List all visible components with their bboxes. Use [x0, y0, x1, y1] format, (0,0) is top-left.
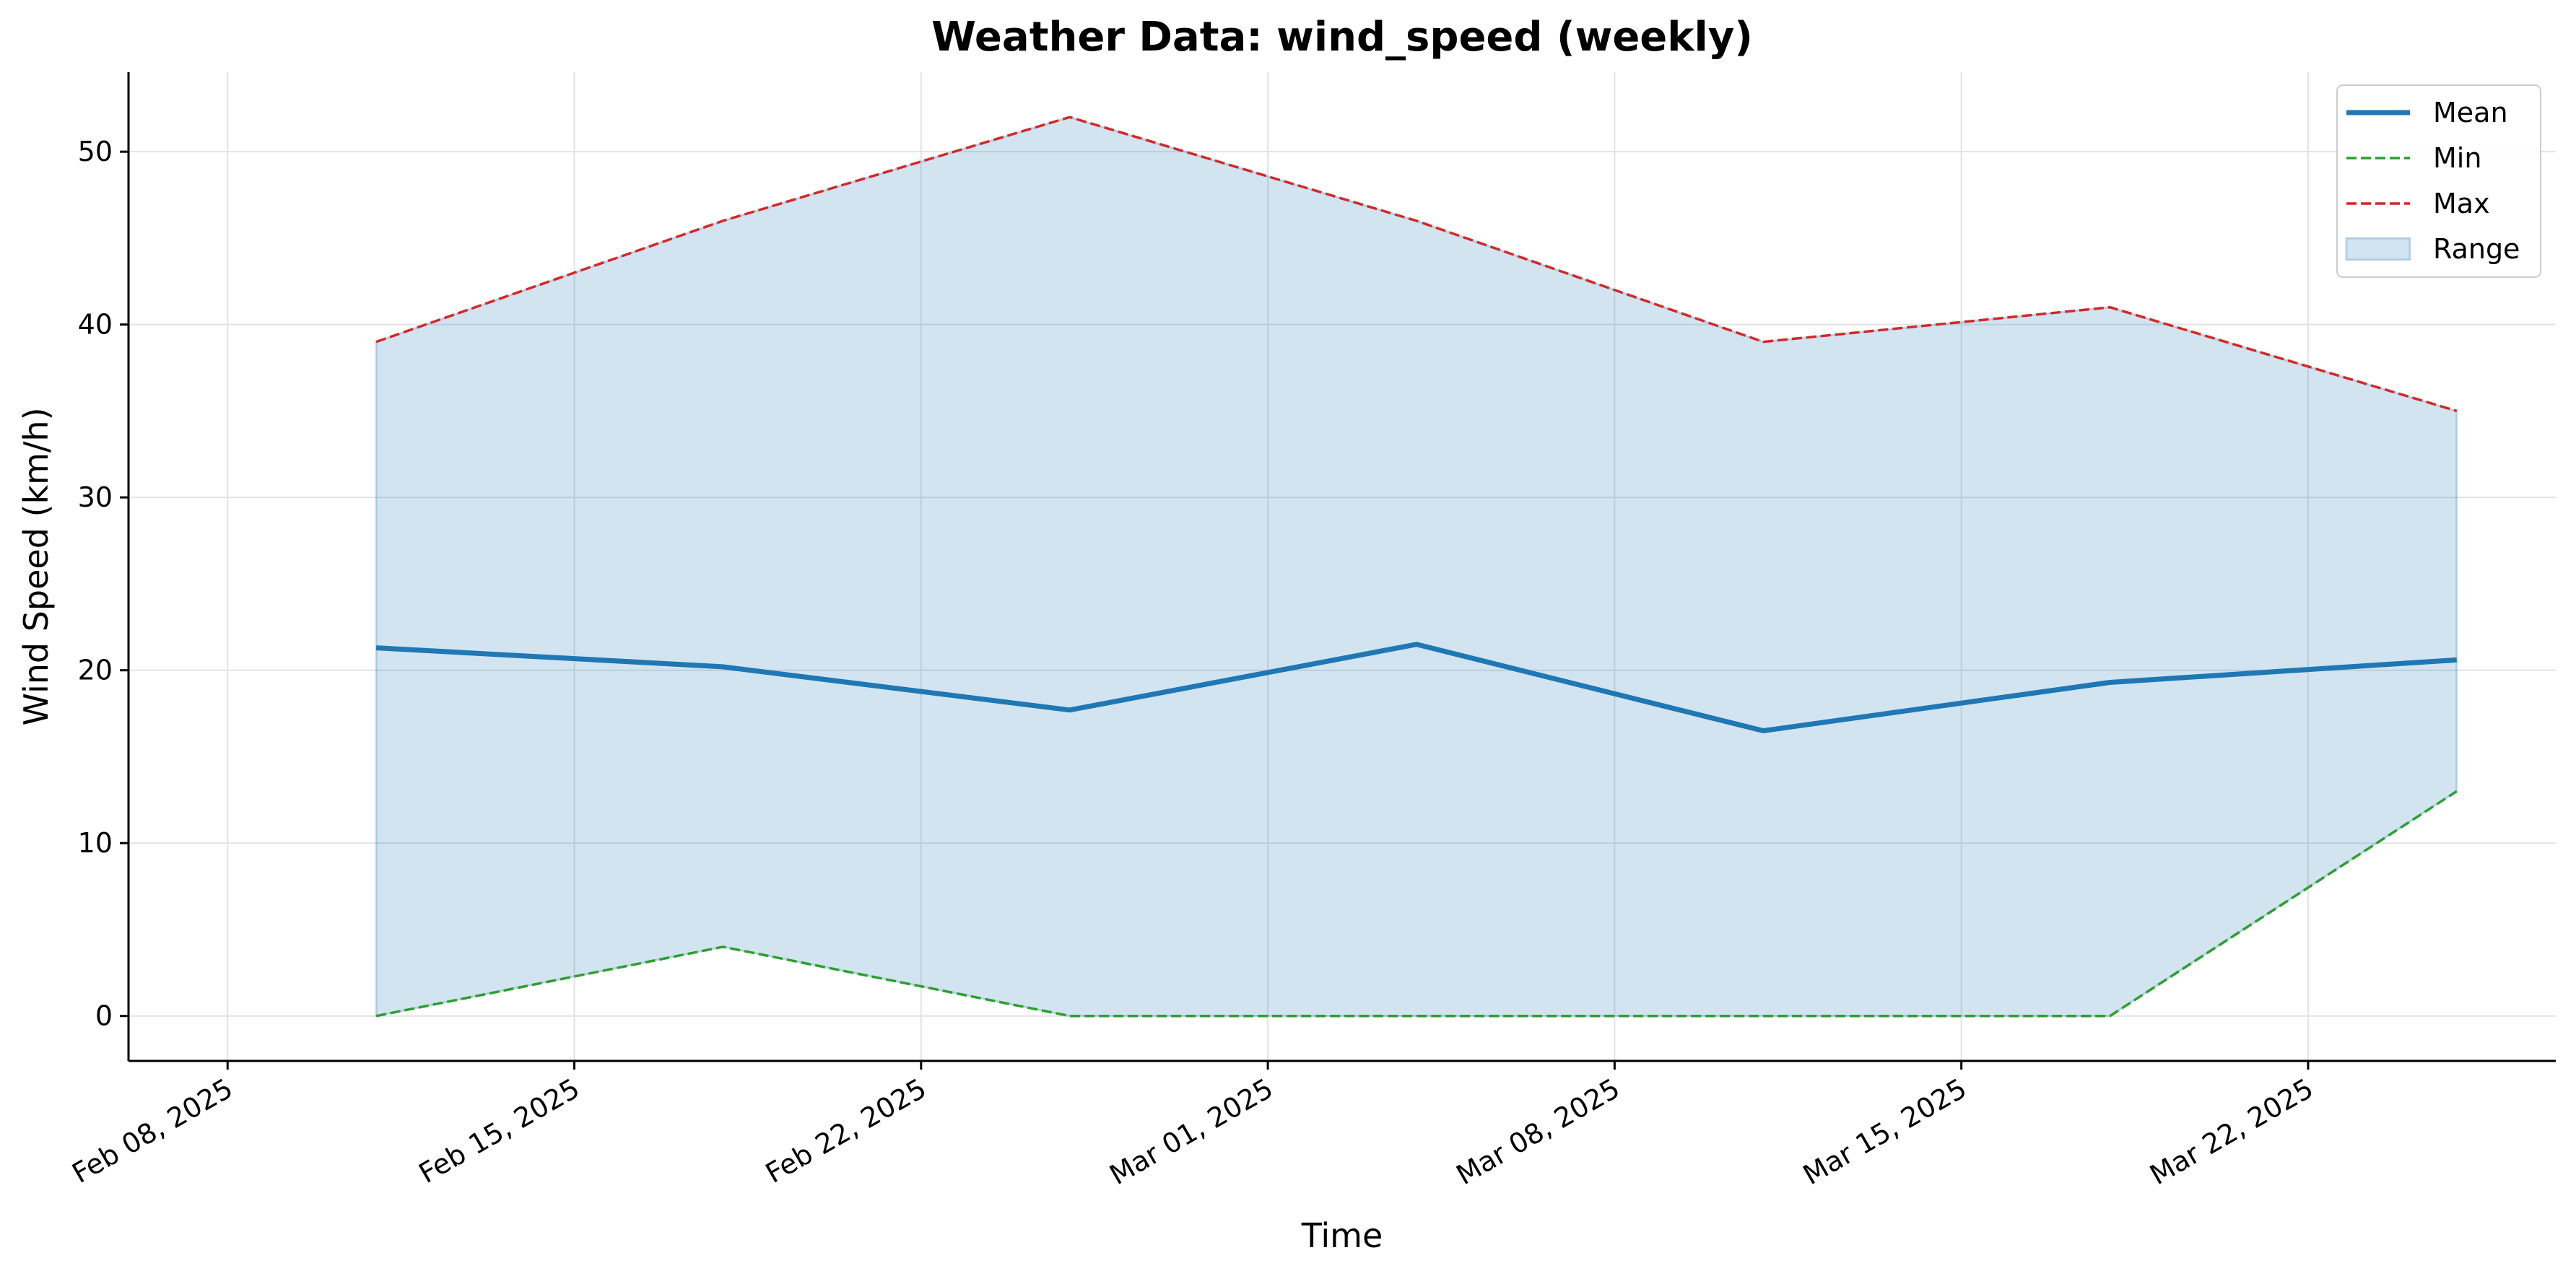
series-line-max [375, 115, 2458, 413]
axes [127, 72, 2556, 1062]
y-tick-label: 40 [78, 309, 113, 341]
legend-box [2336, 84, 2541, 278]
legend-label-min: Min [2433, 142, 2481, 174]
legend: Mean Min Max Range [2336, 84, 2541, 278]
series-line-mean [375, 642, 2458, 734]
y-tick-label: 10 [78, 827, 113, 859]
legend-label-range: Range [2433, 233, 2520, 265]
y-tick-label: 30 [78, 481, 113, 513]
x-axis-label: Time [1301, 1216, 1383, 1255]
legend-label-max: Max [2433, 188, 2490, 219]
grid-lines [129, 72, 2556, 1061]
chart-title: Weather Data: wind_speed (weekly) [931, 14, 1753, 61]
legend-label-mean: Mean [2433, 97, 2508, 128]
y-axis-label: Wind Speed (km/h) [17, 407, 56, 725]
series-line-min [375, 790, 2458, 1018]
series-layer [375, 115, 2458, 1018]
legend-items: Mean Min Max Range [2345, 97, 2520, 265]
y-tick-label: 0 [95, 1000, 113, 1032]
legend-swatch-range [2345, 237, 2411, 261]
y-tick-label: 20 [78, 655, 113, 686]
y-ticks: 0 10 20 30 40 50 [78, 136, 129, 1032]
y-tick-label: 50 [78, 136, 113, 167]
